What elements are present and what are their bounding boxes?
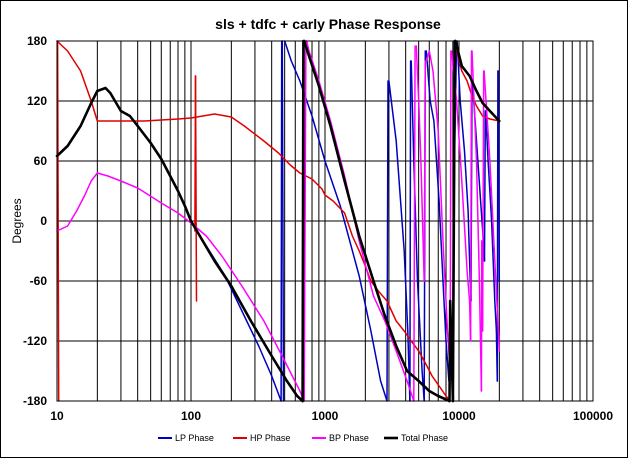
x-tick-label: 100 (181, 409, 201, 423)
series-line (471, 51, 472, 341)
legend-label: Total Phase (401, 433, 448, 443)
series-line (410, 61, 411, 401)
y-tick-label: -60 (30, 274, 48, 288)
series-line (281, 41, 282, 401)
series-line (303, 41, 304, 401)
legend-label: HP Phase (250, 433, 290, 443)
legend-label: BP Phase (329, 433, 369, 443)
y-tick-label: 120 (27, 94, 47, 108)
x-tick-label: 10000 (442, 409, 476, 423)
x-tick-labels: 10 100 1000 10000 100000 (50, 409, 613, 423)
x-tick-label: 1000 (312, 409, 339, 423)
y-tick-label: -180 (23, 394, 47, 408)
series-line (196, 76, 197, 301)
y-tick-label: 180 (27, 34, 47, 48)
y-axis-title: Degrees (10, 198, 24, 243)
series-line (485, 111, 486, 261)
y-tick-labels: 180 120 60 0 -60 -120 -180 (23, 34, 47, 408)
y-tick-label: 60 (34, 154, 48, 168)
legend: LP Phase HP Phase BP Phase Total Phase (158, 433, 448, 443)
y-tick-label: -120 (23, 334, 47, 348)
chart-title: sls + tdfc + carly Phase Response (215, 16, 441, 32)
legend-label: LP Phase (175, 433, 214, 443)
series-line (387, 81, 388, 401)
y-tick-label: 0 (40, 214, 47, 228)
x-tick-label: 100000 (573, 409, 613, 423)
x-tick-label: 10 (50, 409, 64, 423)
